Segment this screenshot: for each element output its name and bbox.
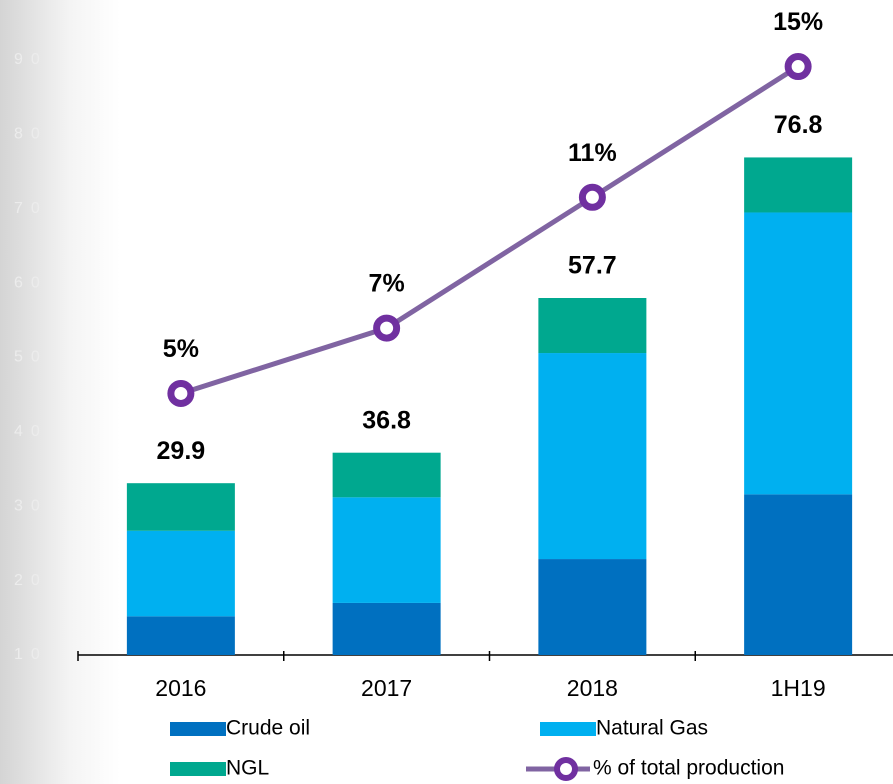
y-tick-label: 50 (14, 349, 48, 366)
bar-segment (126, 616, 235, 655)
bar-segment (126, 530, 235, 617)
value-label: 7% (369, 270, 405, 298)
bar-segment (538, 559, 647, 655)
bar-segment (538, 353, 647, 560)
legend-swatch (170, 722, 226, 736)
legend-label: NGL (226, 757, 269, 780)
value-label: 5% (163, 335, 199, 363)
y-tick-label: 40 (14, 423, 48, 440)
y-tick-label: 30 (14, 497, 48, 514)
legend-marker (554, 757, 578, 781)
bar-segment (332, 602, 441, 655)
marker (784, 53, 812, 81)
bar-segment (126, 483, 235, 531)
legend-swatch (170, 762, 226, 776)
marker (167, 379, 195, 407)
bar-segment (538, 298, 647, 354)
x-tick-label: 2017 (361, 675, 412, 701)
legend-swatch (540, 722, 596, 736)
x-tick-label: 2016 (155, 675, 206, 701)
y-tick-label: 20 (14, 572, 48, 589)
bar-segment (332, 452, 441, 498)
y-tick-label: 60 (14, 274, 48, 291)
total-label: 76.8 (774, 111, 823, 139)
y-tick-label: 10 (14, 646, 48, 663)
total-label: 57.7 (568, 252, 617, 280)
line (180, 64, 800, 396)
total-label: 29.9 (157, 437, 206, 465)
bar-segment (744, 212, 853, 495)
legend-label: Natural Gas (596, 717, 708, 740)
x-tick-label: 2018 (567, 675, 618, 701)
value-label: 11% (568, 139, 617, 167)
legend-label: % of total production (593, 757, 784, 780)
bar-segment (744, 157, 853, 213)
total-label: 36.8 (362, 406, 411, 434)
x-tick-label: 1H19 (771, 675, 826, 701)
marker (578, 183, 606, 211)
value-label: 15% (773, 8, 823, 36)
y-tick-label: 80 (14, 126, 48, 143)
y-tick-label: 90 (14, 51, 48, 68)
y-tick-label: 70 (14, 200, 48, 217)
legend-label: Crude oil (226, 717, 310, 740)
bar-segment (744, 494, 853, 655)
bar-segment (332, 497, 441, 603)
marker (373, 314, 401, 342)
